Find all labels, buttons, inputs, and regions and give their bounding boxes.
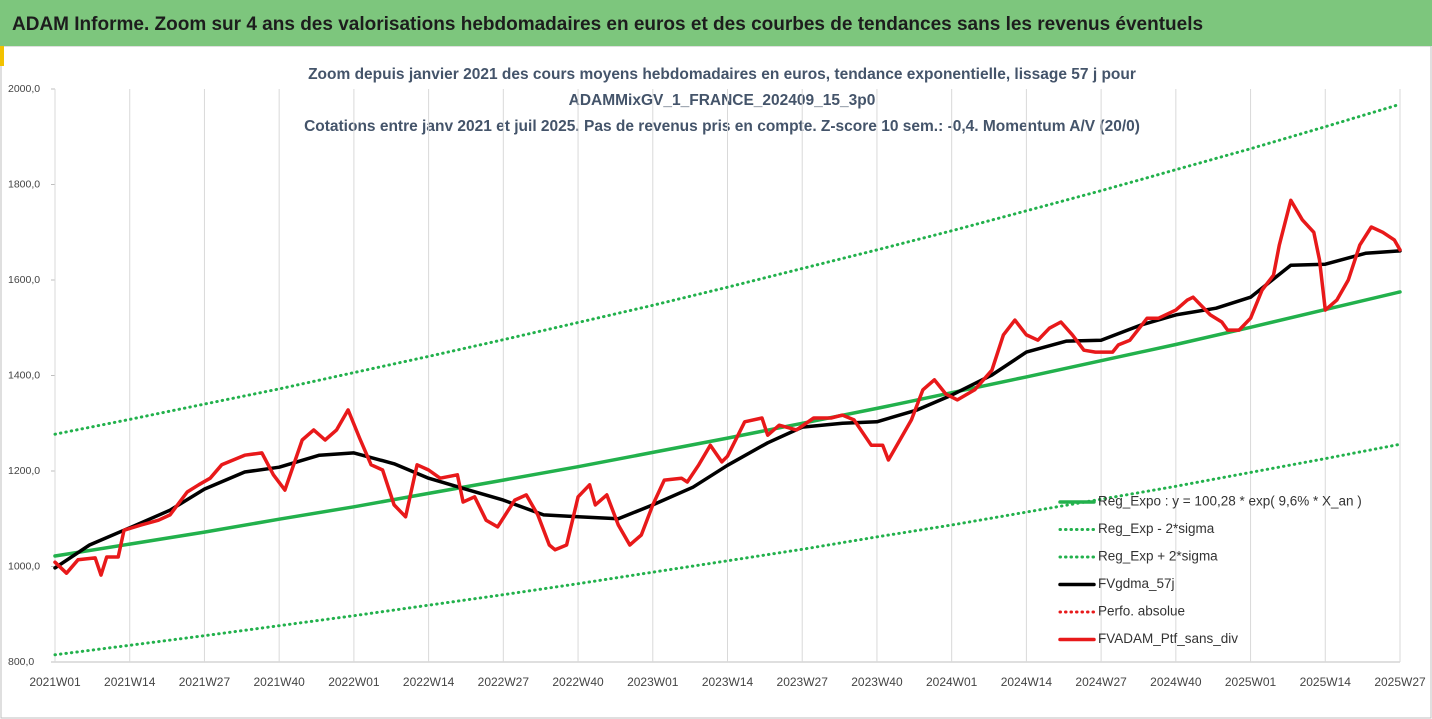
x-tick-label: 2021W01 — [29, 675, 81, 689]
header-banner — [0, 0, 1432, 46]
legend-label: Reg_Exp + 2*sigma — [1098, 549, 1218, 564]
x-tick-label: 2023W27 — [777, 675, 829, 689]
x-tick-label: 2025W27 — [1374, 675, 1426, 689]
legend-label: Perfo. absolue — [1098, 604, 1185, 619]
series-line — [53, 102, 1402, 436]
chart-title: Cotations entre janv 2021 et juil 2025. … — [304, 118, 1140, 135]
y-tick-label: 1400,0 — [8, 369, 40, 381]
x-tick-label: 2024W14 — [1001, 675, 1053, 689]
x-tick-label: 2021W40 — [253, 675, 305, 689]
chart-title: ADAMMixGV_1_FRANCE_202409_15_3p0 — [569, 92, 876, 109]
x-tick-label: 2022W14 — [403, 675, 455, 689]
x-tick-label: 2025W14 — [1300, 675, 1352, 689]
x-tick-label: 2023W14 — [702, 675, 754, 689]
header-title: ADAM Informe. Zoom sur 4 ans des valoris… — [12, 14, 1203, 35]
legend-label: FVgdma_57j — [1098, 576, 1175, 591]
legend-label: FVADAM_Ptf_sans_div — [1098, 631, 1238, 646]
y-tick-label: 2000,0 — [8, 83, 40, 95]
y-tick-label: 1600,0 — [8, 274, 40, 286]
x-tick-label: 2024W01 — [926, 675, 978, 689]
legend-label: Reg_Exp - 2*sigma — [1098, 521, 1215, 536]
legend-label: Reg_Expo : y = 100,28 * exp( 9,6% * X_an… — [1098, 494, 1362, 509]
x-tick-label: 2024W40 — [1150, 675, 1202, 689]
x-tick-label: 2022W01 — [328, 675, 380, 689]
y-tick-label: 1200,0 — [8, 465, 40, 477]
y-tick-label: 1800,0 — [8, 178, 40, 190]
x-tick-label: 2023W01 — [627, 675, 679, 689]
x-tick-label: 2022W40 — [552, 675, 604, 689]
series-line — [53, 249, 1402, 570]
chart-title: Zoom depuis janvier 2021 des cours moyen… — [308, 66, 1136, 83]
x-tick-label: 2021W27 — [179, 675, 231, 689]
series-line — [53, 442, 1402, 657]
y-tick-label: 800,0 — [8, 656, 34, 668]
y-tick-label: 1000,0 — [8, 560, 40, 572]
x-tick-label: 2023W40 — [851, 675, 903, 689]
series-line — [53, 198, 1402, 577]
series-line — [53, 290, 1402, 558]
x-tick-label: 2021W14 — [104, 675, 156, 689]
x-tick-label: 2022W27 — [478, 675, 530, 689]
x-tick-label: 2025W01 — [1225, 675, 1277, 689]
x-tick-label: 2024W27 — [1075, 675, 1127, 689]
accent — [0, 46, 4, 66]
